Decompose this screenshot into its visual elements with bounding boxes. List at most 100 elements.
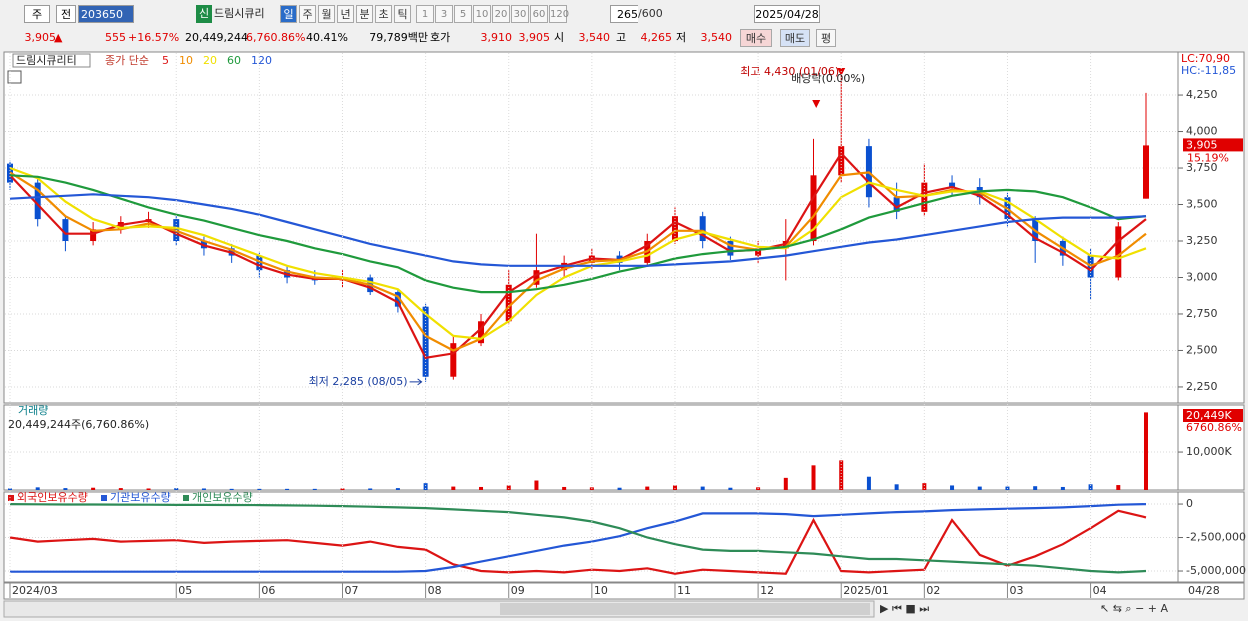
legend-entry: 10 [179,54,193,67]
y-tick-label: 2,500 [1186,343,1218,356]
candle-body [478,321,485,344]
quote-avg[interactable]: 평 [816,29,836,47]
change-marker: 15.19% [1187,151,1229,164]
last-date-label: 04/28 [1188,584,1220,597]
x-tick-label: 11 [677,584,691,597]
ticks-6[interactable]: 60 [530,5,548,23]
volume-bar [201,488,206,490]
price-axis-panel [1177,51,1245,404]
intervals-6[interactable]: 틱 [394,5,411,23]
quote-volume: 20,449,244 [185,31,248,44]
legend-swatch [8,495,14,501]
y-tick-label: 10,000K [1186,445,1232,458]
title-box [12,53,91,68]
volume-subtitle: 20,449,244주(6,760.86%) [8,418,149,431]
y-tick-label: 4,000 [1186,125,1218,138]
volume-bar [866,476,871,490]
intervals-3[interactable]: 년 [337,5,354,23]
toolbar-max: /600 [638,7,663,20]
volume-bar [229,488,234,490]
toolbar-period[interactable]: 주 [24,5,50,23]
intervals-4[interactable]: 분 [356,5,373,23]
candle-body [810,175,817,241]
holding-line [10,503,1147,573]
ma-line [9,166,1147,340]
volume-bar [783,477,788,490]
holdings-panel [3,491,1179,583]
toolbar-count[interactable]: 265 [610,5,638,23]
candle-body [533,270,540,285]
volume-bar [451,486,456,490]
quote-bid: 3,905 [518,31,551,44]
quote-buy[interactable]: 매수 [740,29,772,47]
volume-bar [368,488,373,490]
intervals-2[interactable]: 월 [318,5,335,23]
volume-bar [700,486,705,490]
ticks-0[interactable]: 1 [416,5,434,23]
nav-icons[interactable]: ▶ ⏮ ■ ⏭ [880,602,929,615]
x-tick-label: 07 [344,584,358,597]
ticks-3[interactable]: 10 [473,5,491,23]
legend-entry: 외국인보유수량 [17,491,88,504]
candle-body [90,229,97,241]
toolbar-name[interactable]: 드림시큐리 [214,7,265,20]
volume-bar [118,488,123,490]
ticks-2[interactable]: 5 [454,5,472,23]
candle-body [450,343,457,377]
volume-bar [257,488,262,490]
ticks-5[interactable]: 30 [511,5,529,23]
quote-low: 3,540 [700,31,733,44]
y-tick-label: 0 [1186,497,1193,510]
volume-bar [285,488,290,490]
quote-arrow: ▲ [54,31,63,44]
legend-entry: 20 [203,54,217,67]
volume-panel [3,404,1179,491]
x-tick-label: 05 [178,584,192,597]
date-axis [3,582,1245,600]
price-marker: 3,905 [1186,138,1218,151]
intervals-5[interactable]: 초 [375,5,392,23]
y-tick-label: -2,500,000 [1186,531,1246,544]
holdings-axis-panel [1177,491,1245,583]
y-tick-label: 3,000 [1186,270,1218,283]
quote-ask: 3,910 [480,31,513,44]
holding-line [9,503,1147,574]
toolbar-date[interactable]: 2025/04/28 [754,5,820,23]
volume-bar [423,483,428,490]
ticks-1[interactable]: 3 [435,5,453,23]
volume-pct-marker: 6760.86% [1186,421,1242,434]
x-tick-label: 08 [428,584,442,597]
tool-icons[interactable]: ↖ ⇆ ⌕ − + A [1100,602,1169,615]
volume-bar [1033,486,1038,490]
quote-sell[interactable]: 매도 [780,29,810,47]
candle-body [394,292,401,307]
intervals-0[interactable]: 일 [280,5,297,23]
quote-price: 3,905 [24,31,57,44]
scroll-thumb[interactable] [500,603,870,615]
volume-bar [950,485,955,490]
volume-bar [534,480,539,490]
volume-bar [340,488,345,490]
volume-bar [8,488,12,490]
intervals-1[interactable]: 주 [299,5,316,23]
y-tick-label: 3,500 [1186,198,1218,211]
legend-entry: 60 [227,54,241,67]
candle-body [949,182,956,187]
y-tick-label: 2,750 [1186,307,1218,320]
grid-icon[interactable] [7,70,22,84]
volume-bar [479,486,484,490]
high-annotation: 최고 4,430 (01/06) [740,65,839,78]
volume-bar [91,487,96,490]
volume-marker-box [1183,409,1243,422]
volume-bar [645,486,650,490]
toolbar-badge[interactable]: 신 [196,5,212,23]
volume-bar [977,486,982,490]
toolbar-code[interactable]: 203650 [78,5,134,23]
ticks-4[interactable]: 20 [492,5,510,23]
x-tick-label: 02 [926,584,940,597]
toolbar-compare[interactable]: 전 [56,5,76,23]
x-tick-label: 2025/01 [843,584,889,597]
volume-bar [35,487,40,490]
y-tick-label: -5,000,000 [1186,564,1246,577]
ticks-7[interactable]: 120 [549,5,569,23]
